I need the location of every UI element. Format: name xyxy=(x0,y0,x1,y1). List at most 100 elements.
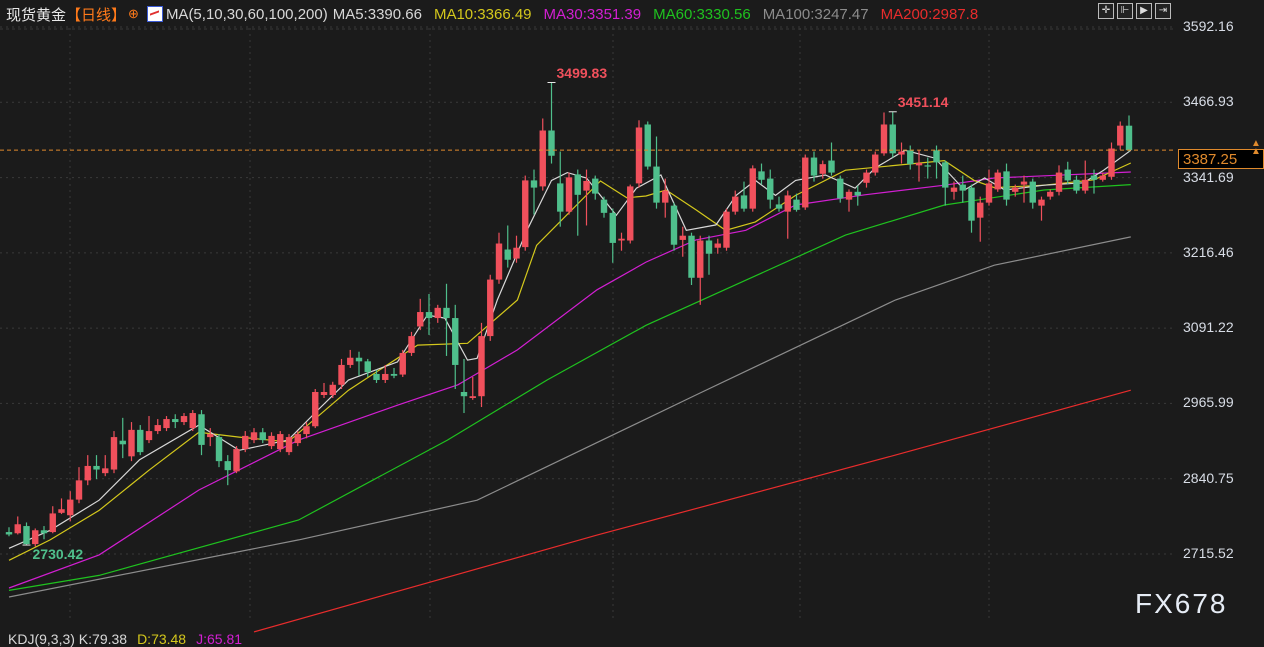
candle-body xyxy=(399,352,406,375)
kdj-indicator-legend: KDJ(9,3,3) K:79.38 D:73.48 J:65.81 xyxy=(8,631,252,647)
y-tick-label: 2840.75 xyxy=(1183,469,1234,486)
candle-body xyxy=(1003,171,1010,200)
candle-up xyxy=(513,235,520,263)
candle-up xyxy=(662,178,669,218)
candle-up xyxy=(994,169,1001,192)
candle-body xyxy=(154,425,161,432)
candle-up xyxy=(1099,172,1106,182)
candle-up xyxy=(417,298,424,331)
candle-body xyxy=(242,435,249,450)
candle-body xyxy=(1117,125,1124,146)
candle-body xyxy=(802,157,809,208)
candle-down xyxy=(355,351,363,376)
candle-up xyxy=(714,238,721,254)
candle-body xyxy=(198,414,205,445)
candle-body xyxy=(1073,179,1080,191)
candle-up xyxy=(1117,121,1124,150)
candle-body xyxy=(294,434,301,444)
candle-body xyxy=(898,151,905,155)
candle-body xyxy=(732,196,739,212)
candle-body xyxy=(67,499,74,516)
candle-up xyxy=(128,422,135,462)
candle-down xyxy=(793,193,800,212)
candle-up xyxy=(495,232,503,284)
moving-average-lines xyxy=(8,149,1132,633)
play-icon[interactable]: ▶ xyxy=(1136,3,1152,19)
candle-body xyxy=(250,432,258,441)
candle-body xyxy=(119,440,126,445)
candle-body xyxy=(215,437,223,462)
candle-body xyxy=(110,437,118,470)
candle-down xyxy=(5,527,13,537)
candle-up xyxy=(67,491,74,522)
candle-body xyxy=(828,160,835,173)
candle-down xyxy=(452,304,459,389)
extreme-price-label: 3499.83 xyxy=(556,64,608,81)
candle-body xyxy=(180,416,188,423)
candle-body xyxy=(758,171,765,180)
y-tick-label: 3216.46 xyxy=(1183,243,1234,260)
crosshair-circle-icon[interactable]: ⊕ xyxy=(128,6,139,21)
candle-up xyxy=(802,154,809,210)
candle-down xyxy=(1003,163,1010,206)
ma-value-label: MA5:3390.66 xyxy=(332,5,422,23)
candle-up xyxy=(583,169,590,226)
candle-body xyxy=(907,150,914,165)
y-tick-label: 3592.16 xyxy=(1183,18,1234,34)
scroll-up-icon[interactable]: ▲ ▲ xyxy=(1251,138,1261,157)
candle-body xyxy=(434,307,441,319)
candle-body xyxy=(102,468,109,474)
candle-down xyxy=(600,196,608,218)
candle-down xyxy=(968,184,975,233)
candle-body xyxy=(740,195,748,209)
candle-up xyxy=(985,169,993,206)
candle-body xyxy=(312,391,319,427)
candle-up xyxy=(469,376,476,400)
candle-body xyxy=(189,413,196,429)
candle-body xyxy=(1029,181,1036,203)
candle-up xyxy=(338,358,345,389)
candle-body xyxy=(583,180,590,191)
candle-up xyxy=(180,413,188,426)
candle-up xyxy=(1038,196,1045,221)
candle-up xyxy=(478,322,485,408)
candle-down xyxy=(137,425,144,456)
candle-body xyxy=(1012,187,1019,192)
candle-down xyxy=(548,82,555,164)
ma-chart-icon[interactable] xyxy=(146,6,163,22)
candle-down xyxy=(425,294,433,335)
candle-up xyxy=(14,516,21,535)
candle-down xyxy=(592,175,599,200)
candle-body xyxy=(968,187,975,221)
candle-down xyxy=(644,121,651,170)
candle-up xyxy=(863,169,870,188)
candle-down xyxy=(688,232,695,285)
candle-up xyxy=(233,446,240,474)
candle-down xyxy=(93,455,100,480)
candle-body xyxy=(478,336,485,397)
candle-down xyxy=(653,136,660,209)
candle-body xyxy=(14,524,21,534)
candle-up xyxy=(845,189,853,212)
move-right-icon[interactable]: ⇥ xyxy=(1155,3,1171,19)
candle-body xyxy=(373,373,380,380)
candle-body xyxy=(1090,175,1098,180)
candle-body xyxy=(705,240,713,254)
candle-up xyxy=(102,455,109,477)
candle-up xyxy=(32,528,39,547)
candle-body xyxy=(522,180,529,248)
zoom-in-icon[interactable]: ⊩ xyxy=(1117,3,1133,19)
candle-body xyxy=(268,435,275,447)
candle-up xyxy=(539,118,546,191)
candle-body xyxy=(915,162,923,166)
candle-body xyxy=(137,429,144,453)
crosshair-icon[interactable]: ✛ xyxy=(1098,3,1114,19)
candle-body xyxy=(5,532,13,535)
candle-body xyxy=(1047,191,1054,197)
candle-down xyxy=(907,145,914,170)
period-selector[interactable]: 【日线】 xyxy=(66,6,127,24)
candle-up xyxy=(522,175,529,251)
candle-down xyxy=(172,414,179,429)
candle-body xyxy=(574,174,581,195)
